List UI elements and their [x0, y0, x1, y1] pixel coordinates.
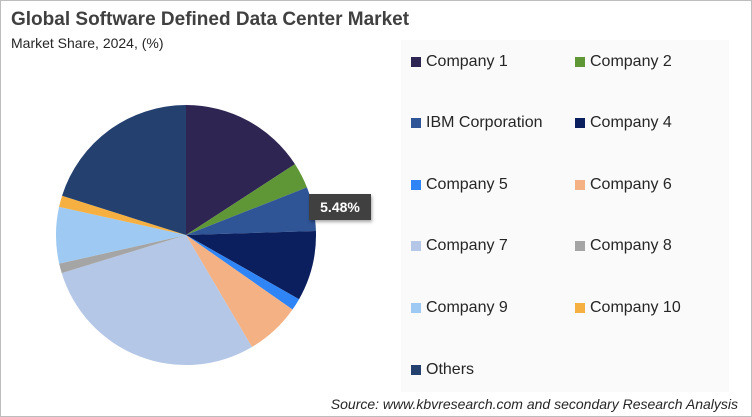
legend [401, 40, 729, 392]
legend-item-company-7: Company 7 [411, 237, 508, 255]
legend-swatch [575, 241, 585, 251]
pie-slice-company-6 [186, 235, 293, 348]
legend-item-company-8: Company 8 [575, 237, 672, 255]
chart-subtitle: Market Share, 2024, (%) [11, 35, 164, 51]
legend-label: Company 2 [590, 53, 672, 70]
pie-slice-others [62, 105, 186, 235]
legend-label: Company 9 [426, 299, 508, 316]
legend-label: Company 7 [426, 237, 508, 254]
legend-label: IBM Corporation [426, 114, 543, 131]
legend-swatch [575, 118, 585, 128]
pie-slice-company-10 [59, 195, 186, 235]
source-note: Source: www.kbvresearch.com and secondar… [330, 396, 738, 412]
legend-item-company-5: Company 5 [411, 176, 508, 194]
legend-label: Company 5 [426, 176, 508, 193]
legend-swatch [575, 303, 585, 313]
legend-label: Others [426, 361, 475, 378]
legend-label: Company 6 [590, 176, 672, 193]
data-label-ibm-corporation: 5.48% [309, 194, 371, 220]
chart-title: Global Software Defined Data Center Mark… [11, 9, 410, 30]
pie-slice-company-8 [59, 235, 187, 274]
pie-chart [55, 105, 316, 365]
legend-item-company-6: Company 6 [575, 176, 672, 194]
legend-label: Company 1 [426, 53, 508, 70]
legend-label: Company 4 [590, 114, 672, 131]
pie-slice-company-5 [186, 235, 300, 310]
legend-item-ibm-corporation: IBM Corporation [411, 114, 543, 132]
legend-swatch [575, 180, 585, 190]
legend-item-company-1: Company 1 [411, 53, 508, 71]
pie-slice-company-9 [55, 206, 186, 264]
legend-label: Company 10 [590, 299, 681, 316]
legend-item-company-2: Company 2 [575, 53, 672, 71]
pie-slice-company-7 [61, 235, 252, 365]
legend-swatch [411, 180, 421, 190]
legend-item-company-4: Company 4 [575, 114, 672, 132]
legend-swatch [411, 303, 421, 313]
legend-swatch [411, 241, 421, 251]
legend-swatch [575, 57, 585, 67]
pie-slice-company-1 [186, 105, 295, 235]
pie-slice-ibm-corporation [186, 187, 316, 235]
pie-slice-company-2 [186, 164, 307, 235]
legend-item-others: Others [411, 361, 474, 379]
legend-swatch [411, 118, 421, 128]
legend-item-company-10: Company 10 [575, 299, 681, 317]
legend-label: Company 8 [590, 237, 672, 254]
legend-swatch [411, 365, 421, 375]
pie-slice-company-4 [186, 230, 316, 300]
legend-item-company-9: Company 9 [411, 299, 508, 317]
legend-swatch [411, 57, 421, 67]
